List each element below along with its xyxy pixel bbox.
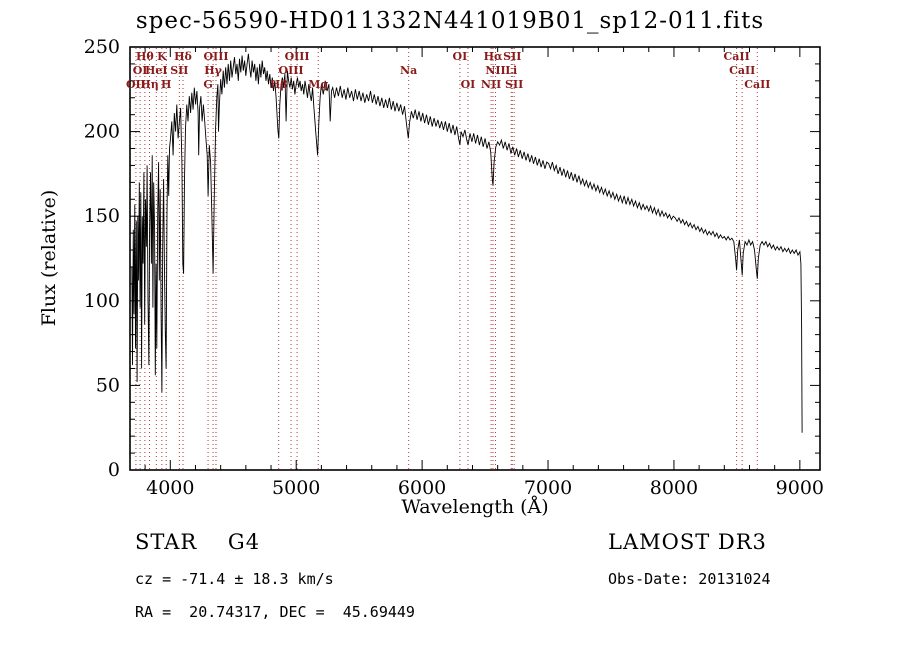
svg-text:9000: 9000 xyxy=(776,477,824,499)
svg-text:4000: 4000 xyxy=(146,477,194,499)
svg-text:Mg: Mg xyxy=(308,78,328,91)
svg-text:Hδ: Hδ xyxy=(174,50,192,63)
svg-text:H: H xyxy=(161,78,171,91)
svg-text:Hη: Hη xyxy=(140,78,158,91)
svg-text:CaII: CaII xyxy=(729,64,755,77)
object-class-text: STAR G4 xyxy=(135,530,261,554)
svg-text:250: 250 xyxy=(84,36,120,58)
survey-text: LAMOST DR3 xyxy=(608,530,767,554)
svg-text:5000: 5000 xyxy=(272,477,320,499)
svg-text:OIII: OIII xyxy=(203,50,228,63)
svg-text:NII: NII xyxy=(481,78,501,91)
x-axis-label: Wavelength (Å) xyxy=(401,496,549,518)
plot-axes xyxy=(129,46,821,471)
svg-text:200: 200 xyxy=(84,121,120,143)
svg-text:Hθ: Hθ xyxy=(136,50,154,63)
svg-text:Hβ: Hβ xyxy=(270,78,288,91)
svg-text:OI: OI xyxy=(133,64,148,77)
obs-date-text: Obs-Date: 20131024 xyxy=(608,570,771,588)
svg-text:Hα: Hα xyxy=(484,50,503,63)
svg-text:150: 150 xyxy=(84,205,120,227)
spectral-line-labels: OIIOIHθHηHeIKHSIIHδGHγOIIIHβOIIIOIIIMgNa… xyxy=(126,50,770,91)
radec-text: RA = 20.74317, DEC = 45.69449 xyxy=(135,603,415,621)
svg-text:7000: 7000 xyxy=(524,477,572,499)
svg-text:SII: SII xyxy=(505,78,523,91)
svg-text:SII: SII xyxy=(170,64,188,77)
svg-text:Hγ: Hγ xyxy=(204,64,222,77)
svg-text:Na: Na xyxy=(400,64,417,77)
svg-text:OI: OI xyxy=(453,50,468,63)
svg-text:OIII: OIII xyxy=(285,50,310,63)
svg-text:NII: NII xyxy=(485,64,505,77)
svg-text:8000: 8000 xyxy=(650,477,698,499)
axis-tick-labels: 4000 5000 6000 7000 8000 9000 0 50 100 150 200 250 xyxy=(84,36,824,499)
y-axis-label: Flux (relative) xyxy=(38,189,60,327)
svg-text:CaII: CaII xyxy=(724,50,750,63)
spectrum-trace xyxy=(131,53,803,433)
svg-text:Li: Li xyxy=(505,64,517,77)
plot-title: spec-56590-HD011332N441019B01_sp12-011.f… xyxy=(135,8,765,34)
svg-text:0: 0 xyxy=(108,459,120,481)
svg-text:OIII: OIII xyxy=(279,64,304,77)
spectral-line-markers xyxy=(135,48,758,469)
svg-text:SII: SII xyxy=(503,50,521,63)
svg-text:50: 50 xyxy=(96,374,120,396)
svg-text:OI: OI xyxy=(461,78,476,91)
svg-text:G: G xyxy=(203,78,212,91)
svg-text:OII: OII xyxy=(126,78,146,91)
svg-text:K: K xyxy=(157,50,167,63)
svg-text:HeI: HeI xyxy=(145,64,168,77)
cz-text: cz = -71.4 ± 18.3 km/s xyxy=(135,570,334,588)
svg-text:6000: 6000 xyxy=(398,477,446,499)
svg-text:CaII: CaII xyxy=(744,78,770,91)
svg-text:100: 100 xyxy=(84,290,120,312)
